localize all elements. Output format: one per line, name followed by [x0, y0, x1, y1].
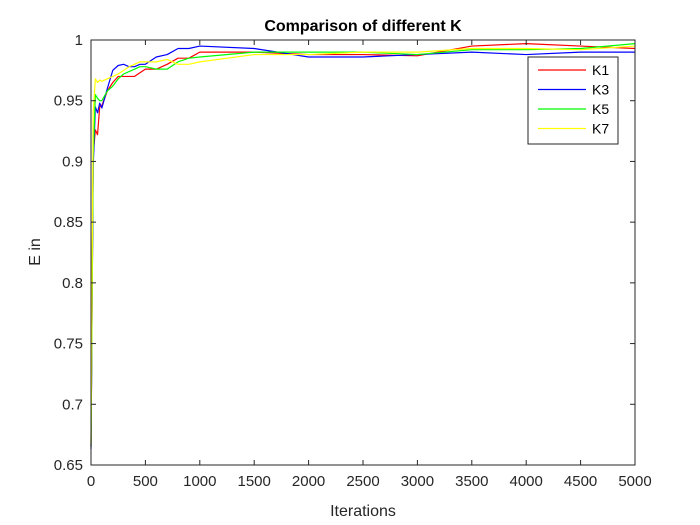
- x-tick-label: 4500: [564, 473, 597, 490]
- x-tick-label: 3500: [455, 473, 488, 490]
- y-tick-label: 0.95: [54, 93, 83, 110]
- x-tick-label: 500: [133, 473, 158, 490]
- axes-group: 0 500 1000 1500 2000 2500 3000 3500 4000 4500 5000…: [54, 32, 652, 490]
- series-line-k3: [90, 45, 635, 450]
- x-tick-label: 2000: [292, 473, 325, 490]
- chart-title: Comparison of different K: [264, 18, 462, 35]
- x-axis-label: Iterations: [330, 503, 396, 520]
- series-line-k5: [90, 43, 636, 447]
- y-tick-label: 0.65: [54, 457, 83, 474]
- y-tick-label: 0.8: [62, 275, 83, 292]
- x-tick-label: 4000: [510, 473, 543, 490]
- x-tick-label: 1000: [183, 473, 216, 490]
- y-tick-label: 0.9: [62, 153, 83, 170]
- legend-label-k3: K3: [592, 82, 609, 98]
- legend-label-k1: K1: [592, 62, 609, 78]
- x-tick-label: 5000: [618, 473, 651, 490]
- legend-box: [527, 56, 619, 145]
- x-tick-label: 3000: [401, 473, 434, 490]
- series-group: [90, 43, 636, 450]
- legend-label-k7: K7: [592, 121, 609, 137]
- y-tick-label: 0.85: [54, 214, 83, 231]
- series-line-k7: [90, 45, 636, 444]
- y-axis-label: E in: [27, 238, 44, 266]
- x-tick-label: 0: [87, 473, 95, 490]
- legend: K1 K3 K5 K7: [527, 56, 619, 145]
- y-tick-label: 1: [75, 32, 83, 49]
- x-tick-label: 2500: [346, 473, 379, 490]
- legend-label-k5: K5: [592, 101, 609, 117]
- y-tick-label: 0.75: [54, 336, 83, 353]
- y-tick-label: 0.7: [62, 396, 83, 413]
- x-tick-label: 1500: [238, 473, 271, 490]
